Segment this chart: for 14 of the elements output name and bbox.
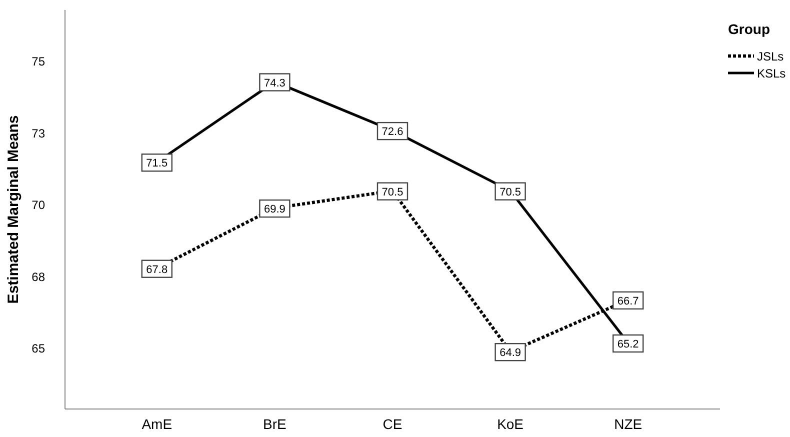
x-tick-label: CE <box>382 416 402 432</box>
y-axis-title: Estimated Marginal Means <box>5 115 22 304</box>
x-tick-label: BrE <box>263 416 286 432</box>
x-tick-label: KoE <box>497 416 524 432</box>
x-tick-label: NZE <box>614 416 642 432</box>
legend-label: KSLs <box>757 66 786 80</box>
legend-label: JSLs <box>757 50 784 64</box>
y-tick-label: 68 <box>32 270 46 284</box>
y-tick-label: 65 <box>32 342 46 356</box>
y-tick-label: 75 <box>32 54 46 69</box>
x-tick-label: AmE <box>142 416 172 432</box>
y-tick-label: 73 <box>32 126 46 140</box>
y-tick-label: 70 <box>32 198 46 212</box>
legend-title: Group <box>728 21 770 37</box>
